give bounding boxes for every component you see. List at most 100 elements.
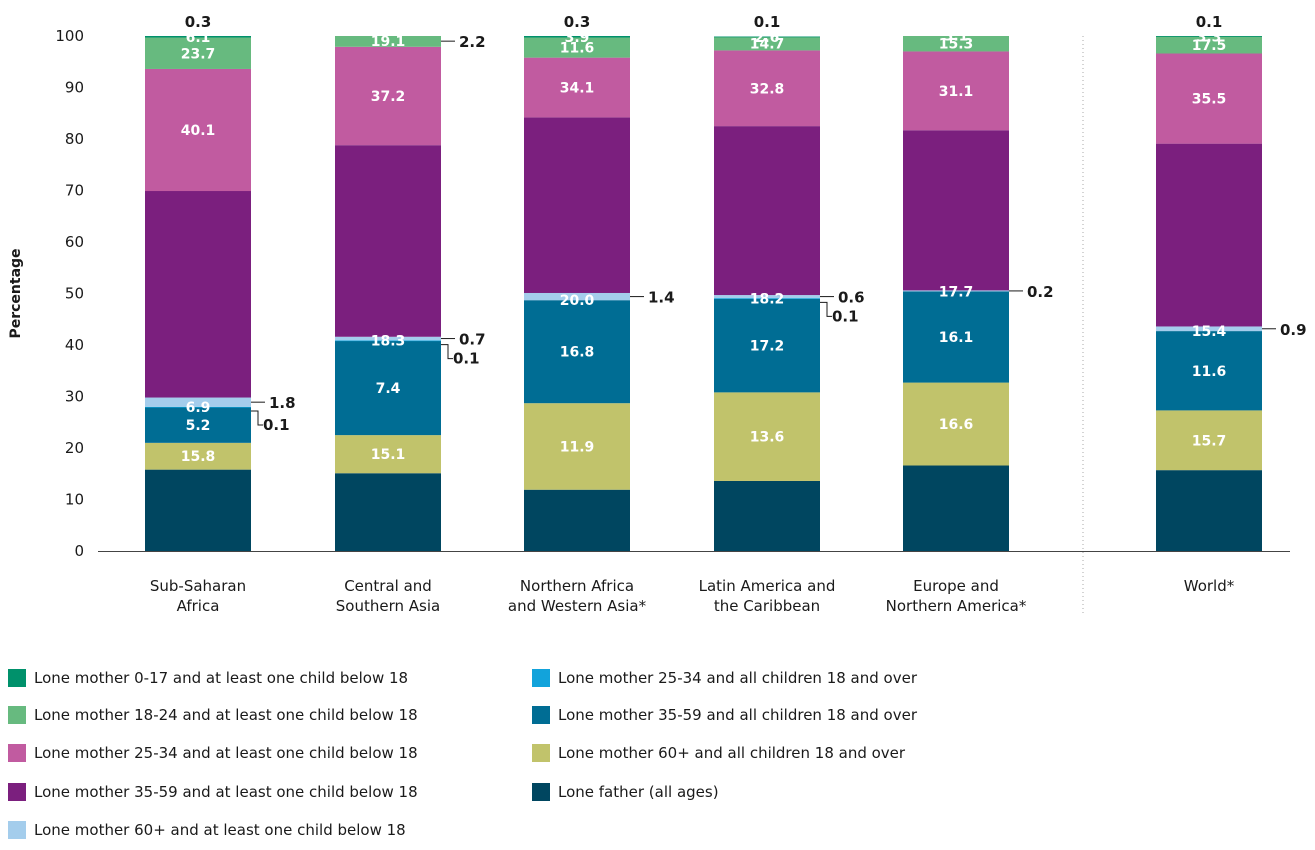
bar-segment <box>903 290 1009 292</box>
bar-segment <box>335 145 441 337</box>
y-tick-label: 100 <box>55 27 84 45</box>
data-label: 0.1 <box>754 13 781 31</box>
bar-segment <box>335 435 441 474</box>
legend-swatch <box>532 744 550 762</box>
data-label: 0.2 <box>1027 283 1054 301</box>
y-tick-label: 20 <box>65 439 84 457</box>
data-label: 3.3 <box>1197 29 1222 45</box>
x-tick-label: and Western Asia* <box>508 597 647 615</box>
legend-swatch <box>8 744 26 762</box>
data-label: 15.7 <box>1192 433 1227 449</box>
data-label: 34.1 <box>560 81 595 97</box>
bar-segment <box>335 36 441 47</box>
data-label: 2.2 <box>459 33 486 51</box>
bar-segment <box>903 36 1009 52</box>
legend-item: Lone mother 60+ and at least one child b… <box>8 821 406 839</box>
bar-segment <box>335 340 441 342</box>
bar-segment <box>903 130 1009 291</box>
legend-item: Lone mother 60+ and all children 18 and … <box>532 744 905 762</box>
data-label: 7.4 <box>376 381 401 397</box>
data-label: 3.1 <box>944 28 969 44</box>
bar-segment <box>335 336 441 341</box>
callout-line <box>441 344 453 360</box>
bar-segment <box>1156 331 1262 411</box>
bar-segment <box>524 117 630 293</box>
y-tick-label: 0 <box>74 542 84 560</box>
legend-label: Lone mother 0-17 and at least one child … <box>34 669 409 687</box>
data-label: 2.6 <box>755 30 780 46</box>
bar-segment <box>145 397 251 407</box>
bar-segment <box>524 36 630 38</box>
data-label: 35.5 <box>1192 92 1227 108</box>
y-tick-label: 70 <box>65 182 84 200</box>
legend-swatch <box>532 783 550 801</box>
data-label: 3.9 <box>565 30 590 46</box>
data-label: 16.6 <box>939 417 974 433</box>
bar-segment <box>335 340 441 436</box>
bar-segment <box>903 51 1009 131</box>
legend-swatch <box>532 669 550 687</box>
data-label: 11.9 <box>560 439 595 455</box>
legend-item: Lone mother 18-24 and at least one child… <box>8 706 418 724</box>
data-label: 0.6 <box>838 289 865 307</box>
data-label: 37.2 <box>371 89 406 105</box>
x-tick-label: Northern Africa <box>520 577 634 595</box>
data-label: 17.7 <box>939 284 974 300</box>
bar-segment <box>524 37 630 58</box>
data-label: 11.6 <box>1192 364 1227 380</box>
bar-segment <box>145 469 251 551</box>
data-label: 18.2 <box>750 291 785 307</box>
data-label: 14.7 <box>750 37 785 53</box>
data-label: 23.7 <box>181 46 216 62</box>
legend-label: Lone mother 18-24 and at least one child… <box>34 706 418 724</box>
data-label: 5.2 <box>186 418 211 434</box>
bar-segment <box>714 480 820 551</box>
bar-segment <box>145 406 251 408</box>
bar-segment <box>145 191 251 398</box>
data-label: 16.8 <box>560 345 595 361</box>
bar-segment <box>1156 36 1262 37</box>
data-label: 13.6 <box>750 430 785 446</box>
data-label: 0.3 <box>564 13 591 31</box>
legend-item: Lone mother 25-34 and at least one child… <box>8 744 418 762</box>
y-axis-title: Percentage <box>8 248 24 338</box>
legend-label: Lone father (all ages) <box>558 783 719 801</box>
bar-segment <box>1156 470 1262 551</box>
bar-segment <box>1156 410 1262 471</box>
data-label: 17.5 <box>1192 38 1227 54</box>
bar-segment <box>145 68 251 192</box>
data-label: 17.2 <box>750 339 785 355</box>
bar-segment <box>1156 36 1262 54</box>
x-tick-label: Central and <box>344 577 432 595</box>
data-label: 15.4 <box>1192 324 1227 340</box>
data-label: 18.3 <box>371 334 406 350</box>
data-label: 32.8 <box>750 81 785 97</box>
bar-segment <box>1156 326 1262 332</box>
x-tick-label: the Caribbean <box>714 597 820 615</box>
legend-label: Lone mother 25-34 and at least one child… <box>34 744 418 762</box>
bar-segment <box>714 36 820 38</box>
y-tick-label: 50 <box>65 285 84 303</box>
bar-segment <box>145 37 251 69</box>
data-label: 0.1 <box>453 350 480 368</box>
data-label: 11.6 <box>560 41 595 57</box>
legend-label: Lone mother 60+ and all children 18 and … <box>558 744 906 762</box>
legend-swatch <box>8 821 26 839</box>
x-tick-label: Southern Asia <box>336 597 440 615</box>
data-label: 15.8 <box>181 449 216 465</box>
bar-segment <box>524 57 630 118</box>
data-label: 1.8 <box>269 394 296 412</box>
callout-line <box>820 301 832 317</box>
bar-segment <box>145 36 251 38</box>
bar-segment <box>524 300 630 404</box>
bar-segment <box>714 298 820 299</box>
bar-segment <box>1156 143 1262 327</box>
legend-swatch <box>8 706 26 724</box>
bar-segment <box>524 292 630 301</box>
data-label: 0.7 <box>459 331 486 349</box>
data-label: 40.1 <box>181 123 216 139</box>
y-tick-label: 10 <box>65 491 84 509</box>
legend-item: Lone mother 35-59 and all children 18 an… <box>532 706 917 724</box>
x-tick-label: Sub-Saharan <box>150 577 246 595</box>
